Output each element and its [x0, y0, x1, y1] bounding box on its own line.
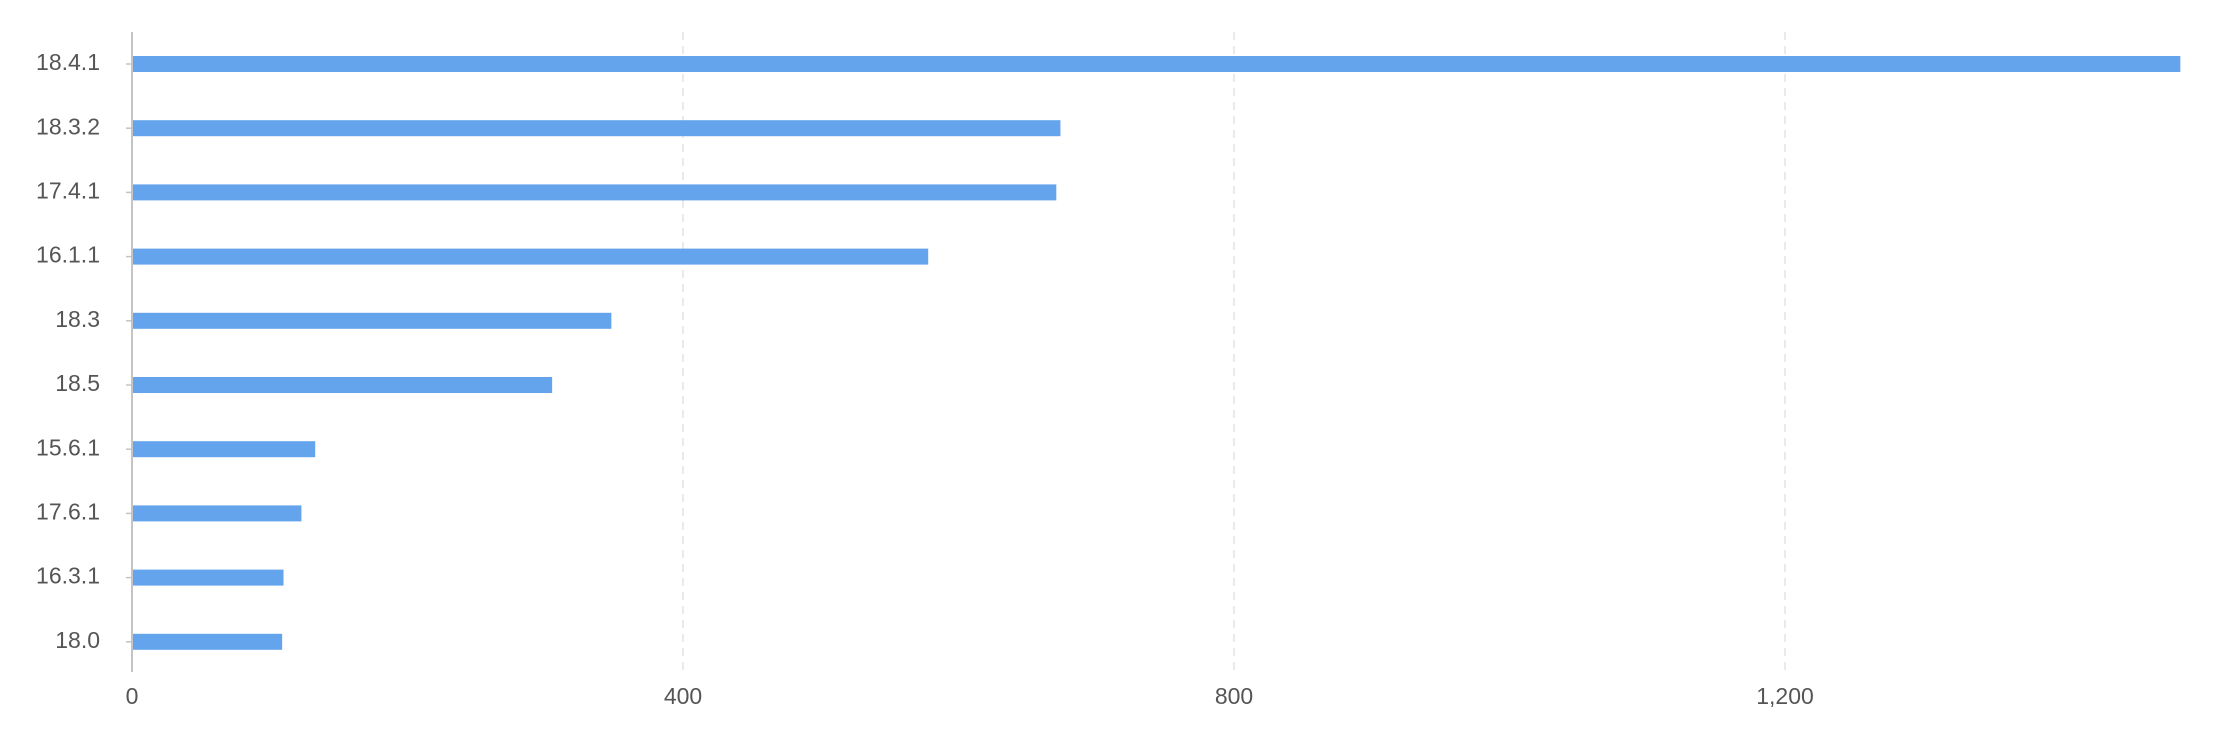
bar-layer	[132, 56, 2181, 650]
grid-layer	[682, 32, 1786, 672]
bar-18.3.2	[132, 120, 1061, 137]
y-tick-label-18.0: 18.0	[55, 627, 100, 653]
y-tick-label-17.6.1: 17.6.1	[36, 498, 100, 524]
bar-15.6.1	[132, 441, 316, 458]
x-tick-label-800: 800	[1215, 683, 1253, 709]
bar-18.0	[132, 633, 283, 650]
y-tick-label-18.3: 18.3	[55, 306, 100, 332]
bar-18.4.1	[132, 56, 2181, 72]
bar-18.5	[132, 377, 553, 393]
y-tick-label-18.3.2: 18.3.2	[36, 113, 100, 139]
bar-16.3.1	[132, 569, 284, 586]
bar-18.3	[132, 312, 612, 329]
y-tick-label-16.3.1: 16.3.1	[36, 563, 100, 589]
y-tick-label-15.6.1: 15.6.1	[36, 434, 100, 460]
x-tick-label-1200: 1,200	[1756, 683, 1814, 709]
y-tick-label-16.1.1: 16.1.1	[36, 242, 100, 268]
x-tick-label-400: 400	[664, 683, 702, 709]
bar-16.1.1	[132, 248, 929, 265]
y-tick-label-17.4.1: 17.4.1	[36, 177, 100, 203]
y-tick-label-18.5: 18.5	[55, 370, 100, 396]
bar-17.6.1	[132, 505, 302, 522]
x-tick-label-0: 0	[126, 683, 139, 709]
label-layer: 0 400 800 1,200 18.4.1 18.3.2 17.4.1 16.1.1 18.3…	[36, 49, 1814, 709]
axis-layer	[126, 32, 133, 672]
y-tick-label-18.4.1: 18.4.1	[36, 49, 100, 75]
bar-17.4.1	[132, 184, 1057, 201]
